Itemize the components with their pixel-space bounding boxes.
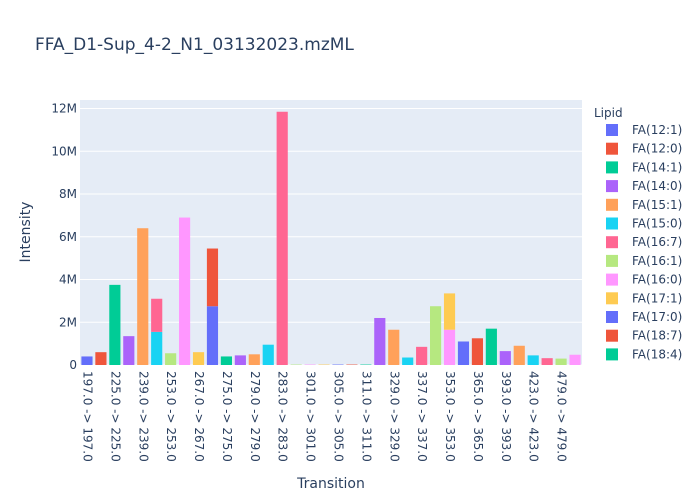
bar-series-14-cat-12[interactable] [248,354,260,365]
legend-item-label[interactable]: FA(14:0) [632,179,682,193]
x-tick-label: 279.0 -> 279.0 [248,371,262,462]
bar-series-5-cat-5[interactable] [151,331,163,365]
x-tick-label: 283.0 -> 283.0 [276,371,290,462]
x-tick-label: 253.0 -> 253.0 [164,371,178,462]
x-tick-label: 393.0 -> 393.0 [499,371,513,462]
x-tick-label: 239.0 -> 239.0 [136,371,150,462]
legend-item-label[interactable]: FA(16:7) [632,235,682,249]
x-tick-label: 479.0 -> 479.0 [555,371,569,462]
legend-item-label[interactable]: FA(17:1) [632,291,682,305]
chart-title: FFA_D1-Sup_4-2_N1_03132023.mzML [35,35,354,55]
bar-series-15-cat-13[interactable] [262,344,274,365]
legend-item-label[interactable]: FA(18:7) [632,329,682,343]
bar-series-31-cat-28[interactable] [471,338,483,365]
x-tick-label: 301.0 -> 301.0 [304,371,318,462]
bar-series-10-cat-9[interactable] [206,306,219,365]
legend-item-label[interactable]: FA(16:0) [632,273,682,287]
y-axis-title: Intensity [18,202,34,263]
legend-item-label[interactable]: FA(17:0) [632,310,682,324]
x-tick-label: 337.0 -> 337.0 [415,371,429,462]
x-tick-label: 329.0 -> 329.0 [387,371,401,462]
bar-series-1-cat-1[interactable] [95,352,107,365]
legend-item-label[interactable]: FA(12:0) [632,142,682,156]
bar-series-16-cat-14[interactable] [276,111,288,366]
legend-swatch [606,124,618,136]
legend-swatch [606,180,618,193]
legend-item-label[interactable]: FA(15:1) [632,198,682,212]
y-axis-ticks: 0 2M 4M 6M 8M 10M 12M [51,102,77,372]
bar-series-3-cat-3[interactable] [123,336,135,365]
legend-swatch [606,217,618,230]
y-tick-label: 0 [69,358,77,372]
bar-series-33-cat-30[interactable] [499,351,511,365]
bar-series-11-cat-9[interactable] [206,248,219,307]
x-tick-label: 311.0 -> 311.0 [359,371,373,462]
bar-series-35-cat-32[interactable] [527,355,539,365]
bar-series-29-cat-26[interactable] [443,293,456,330]
legend-item-label[interactable]: FA(14:1) [632,160,682,174]
bar-series-6-cat-5[interactable] [151,298,163,332]
x-tick-label: 275.0 -> 275.0 [220,371,234,462]
x-axis-ticks: 197.0 -> 197.0 225.0 -> 225.0 239.0 -> 239… [80,371,568,462]
x-tick-label: 225.0 -> 225.0 [108,371,122,462]
legend-item-label[interactable]: FA(18:4) [632,347,682,361]
bar-series-13-cat-11[interactable] [234,355,246,365]
legend-swatch [606,311,618,323]
plot-area [80,100,582,365]
legend-swatch [606,254,618,267]
bars [81,111,581,366]
bar-series-28-cat-26[interactable] [443,329,456,365]
legend-swatch [606,329,618,342]
bar-series-27-cat-25[interactable] [430,306,442,365]
bar-series-12-cat-10[interactable] [220,356,232,365]
bar-series-0-cat-0[interactable] [81,356,93,365]
x-tick-label: 353.0 -> 353.0 [443,371,457,462]
legend-swatch [606,198,618,211]
bar-series-30-cat-27[interactable] [457,341,470,365]
bar-series-36-cat-33[interactable] [541,358,553,365]
y-tick-label: 2M [59,315,77,329]
legend-item-label[interactable]: FA(15:0) [632,217,682,231]
legend-swatch [606,292,618,305]
x-axis-title: Transition [296,476,365,492]
bar-series-37-cat-34[interactable] [555,358,567,365]
bar-series-24-cat-22[interactable] [388,329,400,365]
bar-series-25-cat-23[interactable] [402,357,414,365]
y-tick-label: 12M [51,102,77,116]
bar-series-9-cat-8[interactable] [192,352,205,365]
bar-series-7-cat-6[interactable] [165,353,177,365]
x-tick-label: 423.0 -> 423.0 [527,371,541,462]
y-tick-label: 6M [59,230,77,244]
bar-series-4-cat-4[interactable] [137,228,149,365]
y-tick-label: 10M [51,144,77,158]
bar-series-23-cat-21[interactable] [374,317,386,365]
legend-item-label[interactable]: FA(16:1) [632,254,682,268]
legend-item-label[interactable]: FA(12:1) [632,123,682,137]
y-tick-label: 4M [59,273,77,287]
legend-swatch [606,236,618,249]
bar-series-32-cat-29[interactable] [485,328,497,365]
y-tick-label: 8M [59,187,77,201]
x-tick-label: 365.0 -> 365.0 [471,371,485,462]
x-tick-label: 305.0 -> 305.0 [331,371,345,462]
bar-series-26-cat-24[interactable] [416,346,428,365]
bar-series-34-cat-31[interactable] [513,345,525,365]
bar-series-8-cat-7[interactable] [179,217,191,365]
legend[interactable]: Lipid FA(12:1) FA(12:0) FA(14:1) FA(14:0) FA… [594,106,682,361]
x-tick-label: 267.0 -> 267.0 [192,371,206,462]
gridlines [80,108,582,366]
legend-swatch [606,142,618,155]
legend-swatch [606,161,618,174]
legend-swatch [606,348,618,361]
legend-title: Lipid [594,106,623,120]
legend-swatch [606,273,618,286]
bar-series-38-cat-35[interactable] [569,354,581,365]
x-tick-label: 197.0 -> 197.0 [80,371,94,462]
bar-series-2-cat-2[interactable] [109,284,121,365]
